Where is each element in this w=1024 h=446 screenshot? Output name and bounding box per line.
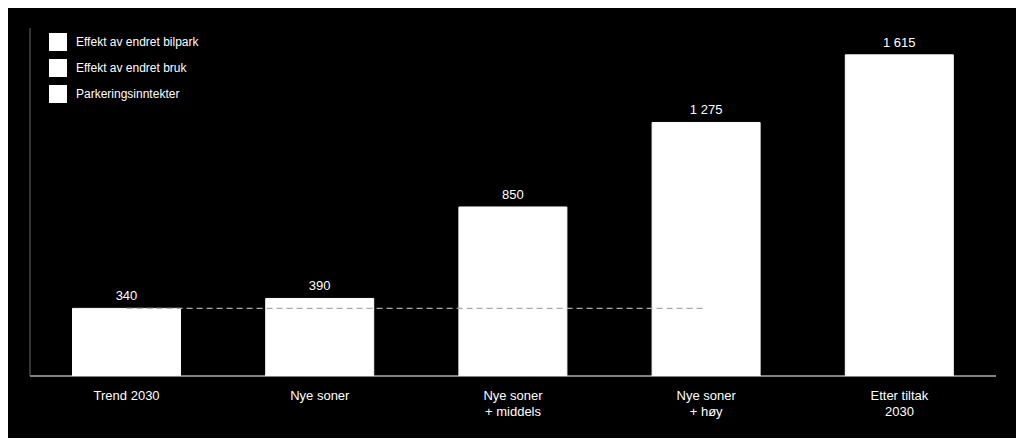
svg-text:Etter tiltak2030: Etter tiltak2030 (871, 388, 929, 419)
html-text:Effekt av endret bilpark: Effekt av endret bilpark (76, 35, 199, 49)
svg-text:340: 340 (116, 288, 138, 303)
svg-text:390: 390 (309, 278, 331, 293)
svg-text:1 275: 1 275 (690, 102, 723, 117)
svg-text:Nye soner+ middels: Nye soner+ middels (483, 388, 543, 419)
svg-text:Trend 2030: Trend 2030 (94, 388, 160, 403)
svg-text:Nye soner: Nye soner (290, 388, 350, 403)
svg-text:Nye soner+ høy: Nye soner+ høy (677, 388, 737, 419)
html-text:Effekt av endret bruk: Effekt av endret bruk (76, 61, 187, 75)
svg-text:850: 850 (502, 187, 524, 202)
svg-text:1 615: 1 615 (883, 35, 916, 50)
html-text:Parkeringsinntekter: Parkeringsinntekter (76, 87, 180, 101)
